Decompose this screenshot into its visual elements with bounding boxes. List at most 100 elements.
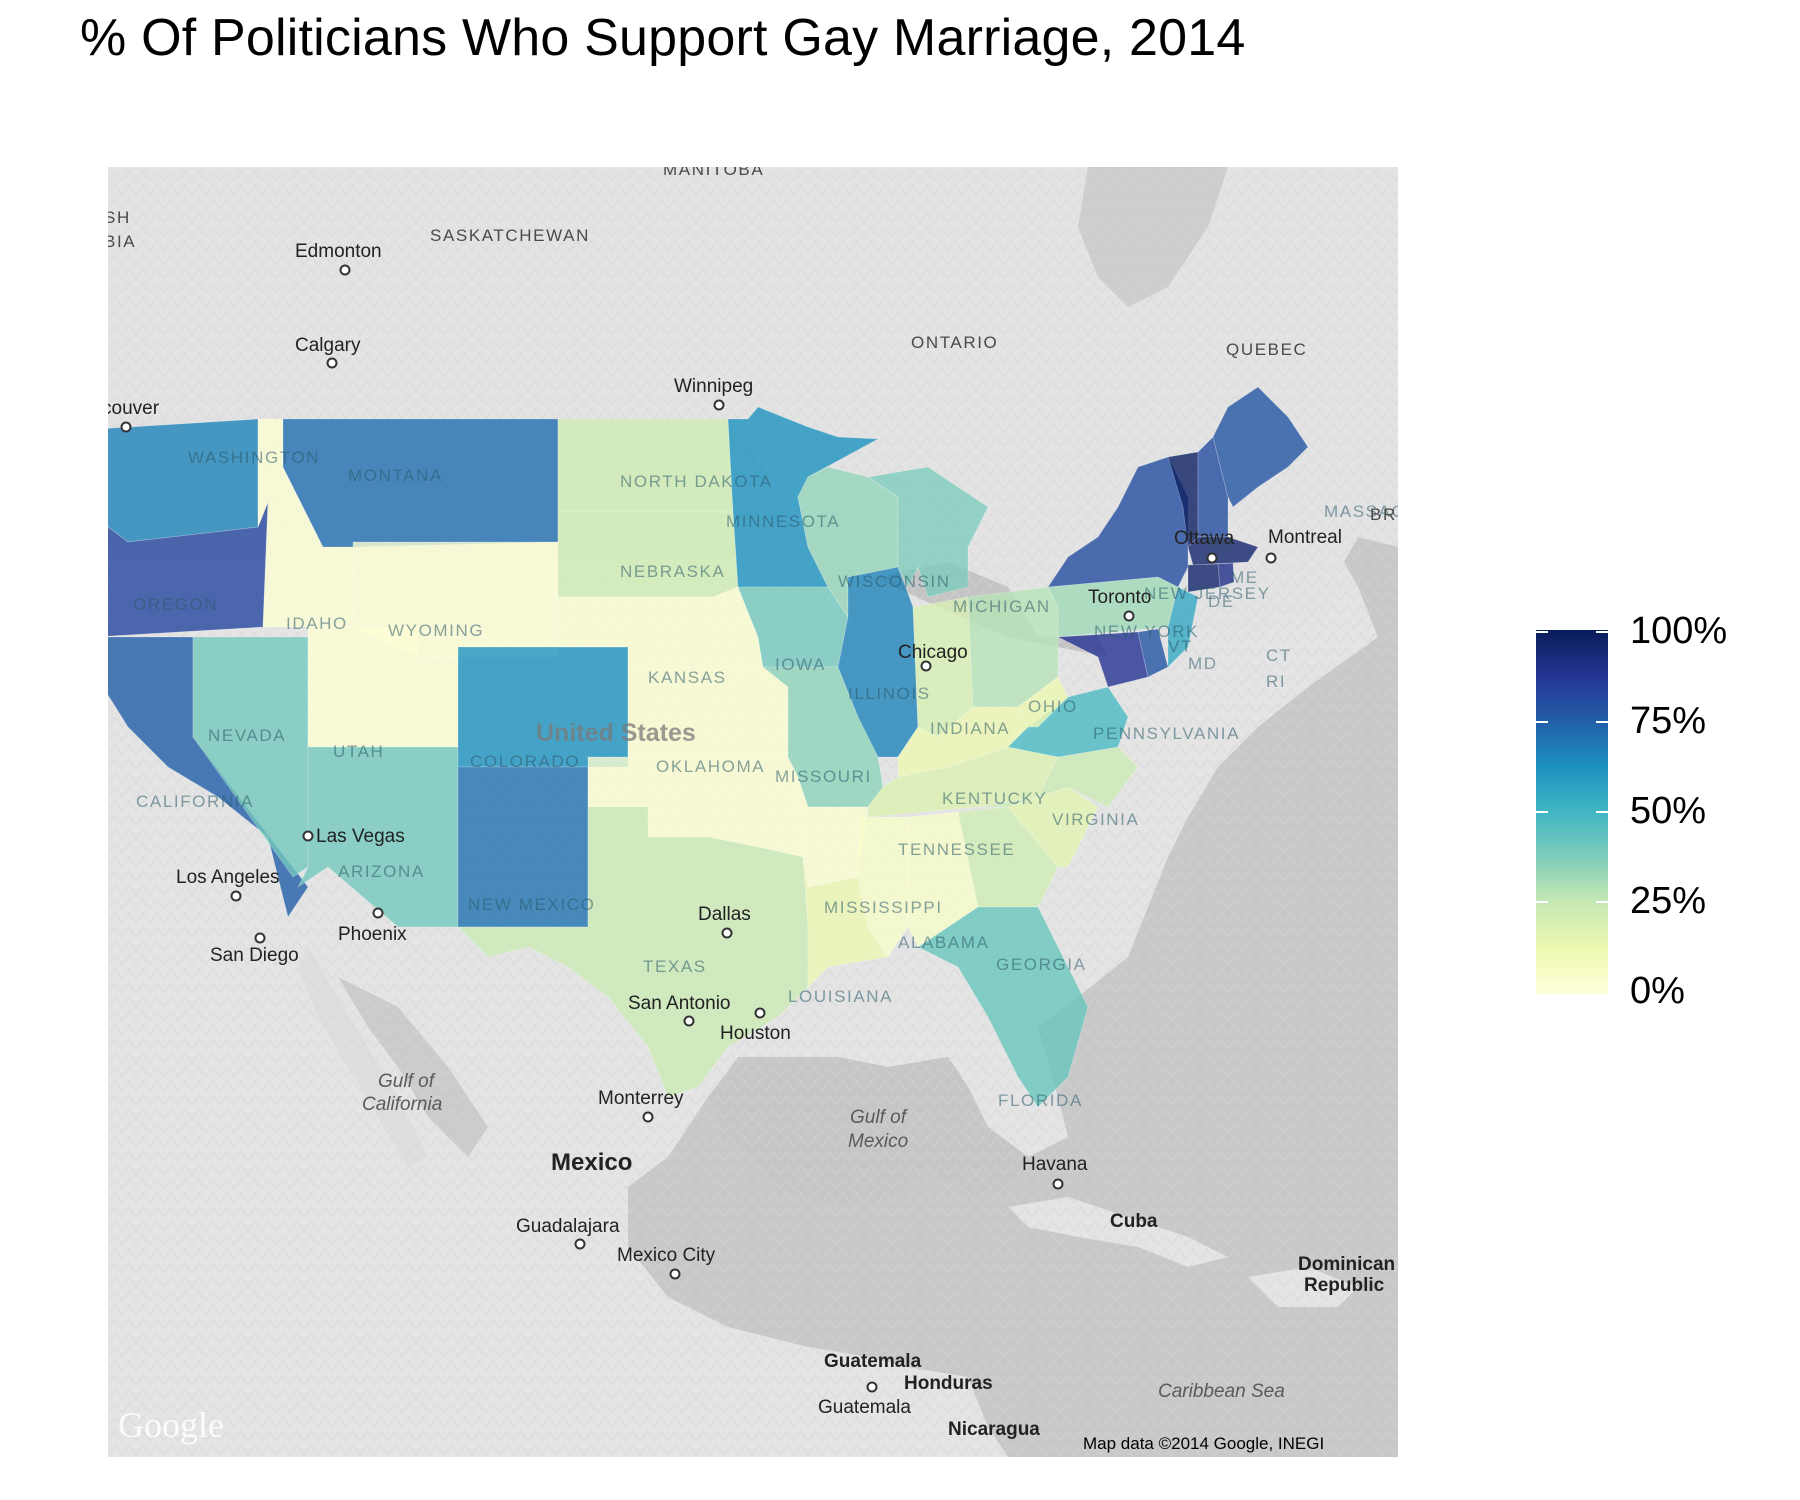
state-label: MISSISSIPPI [824,898,943,917]
state-label: NEW JERSEY [1144,584,1271,603]
state-shape-illinois[interactable] [837,566,919,758]
city-dot[interactable] [1265,552,1277,564]
state-label: ME [1230,568,1259,587]
city-dot[interactable] [254,932,266,944]
state-label: NH [1206,534,1234,553]
state-label: CALIFORNIA [136,792,254,811]
state-shape-maryland[interactable] [1056,631,1149,688]
country-labels: United States Mexico Cuba Dominican Repu… [536,719,1395,1440]
state-shape-rhode-island[interactable] [1217,562,1235,588]
state-shape-new-jersey[interactable] [1167,586,1199,668]
country-label: Dominican [1298,1254,1395,1275]
state-label: TENNESSEE [898,840,1015,859]
city-dot[interactable] [642,1111,654,1123]
state-shape-colorado[interactable] [457,646,629,768]
state-label: CT [1266,646,1292,665]
state-shape-washington[interactable] [108,418,259,543]
city-dot[interactable] [920,660,932,672]
city-dot[interactable] [326,357,338,369]
legend-tick-label: 100% [1630,610,1728,652]
city-label: Ottawa [1174,528,1235,549]
map-attribution: Map data ©2014 Google, INEGI [1083,1434,1324,1453]
country-label: Guatemala [824,1351,922,1372]
state-shape-florida[interactable] [917,906,1089,1108]
city-dot[interactable] [120,421,132,433]
city-dot[interactable] [683,1015,695,1027]
state-label: MICHIGAN [953,597,1051,616]
state-label: ARIZONA [338,862,425,881]
state-label: VIRGINIA [1052,810,1139,829]
city-label: Edmonton [295,241,382,262]
city-dot[interactable] [230,890,242,902]
city-dot[interactable] [669,1268,681,1280]
state-label: OREGON [133,595,218,614]
city-label: Los Angeles [176,867,280,888]
state-shape-delaware[interactable] [1137,628,1169,678]
map-canvas[interactable]: WASHINGTON OREGON CALIFORNIA NEVADA IDAH… [108,167,1398,1457]
state-shape-new-hampshire[interactable] [1197,436,1229,538]
state-label: WASHINGTON [188,448,320,467]
city-dot[interactable] [754,1007,766,1019]
city-label: Houston [720,1023,791,1044]
region-labels: MANITOBA SASKATCHEWAN ONTARIO QUEBEC SH … [108,167,1397,524]
state-label: OHIO [1028,697,1078,716]
state-shape-texas[interactable] [457,806,809,1098]
city-dot[interactable] [721,927,733,939]
city-dot[interactable] [339,264,351,276]
state-label: UTAH [333,742,384,761]
state-shape-west-virginia[interactable] [1017,676,1069,728]
city-label: Guadalajara [516,1216,620,1237]
state-label: PENNSYLVANIA [1093,724,1240,743]
country-label: United States [536,719,696,747]
map-panel[interactable]: WASHINGTON OREGON CALIFORNIA NEVADA IDAH… [108,167,1398,1457]
city-label: Chicago [898,642,968,663]
state-label: NORTH DAKOTA [620,472,773,491]
city-label: Mexico City [617,1245,716,1266]
country-label: Republic [1304,1275,1385,1296]
state-label: LOUISIANA [788,987,893,1006]
city-dot[interactable] [1052,1178,1064,1190]
water-label: Caribbean Sea [1158,1381,1285,1402]
state-shape-north-carolina[interactable] [977,746,1139,808]
city-label: couver [108,398,160,419]
state-label: TEXAS [643,957,707,976]
region-label: MANITOBA [663,167,764,179]
city-dot[interactable] [302,830,314,842]
country-label: Honduras [904,1373,993,1394]
state-shape-maine[interactable] [1212,386,1309,508]
state-label: VT [1168,637,1193,656]
state-label: ILLINOIS [848,684,931,703]
water-label: California [362,1094,442,1115]
state-labels: WASHINGTON OREGON CALIFORNIA NEVADA IDAH… [133,448,1398,1110]
state-label: IOWA [775,655,826,674]
state-shape-north-dakota[interactable] [557,418,734,513]
state-label: WISCONSIN [838,572,951,591]
city-dot[interactable] [713,399,725,411]
country-label: Cuba [1110,1211,1158,1232]
region-label: SH [108,208,131,227]
city-label: Las Vegas [316,826,405,847]
city-label: San Antonio [628,993,730,1014]
google-logo: Google [118,1405,224,1445]
state-label: MISSOURI [775,767,872,786]
city-dot[interactable] [1123,610,1135,622]
region-label: QUEBEC [1226,340,1307,359]
state-label: KENTUCKY [942,789,1047,808]
city-dot[interactable] [866,1381,878,1393]
state-shape-south-dakota[interactable] [557,511,739,598]
city-dot[interactable] [574,1238,586,1250]
city-label: Phoenix [338,924,407,945]
city-dot[interactable] [1206,552,1218,564]
city-markers [120,264,1277,1393]
state-shape-michigan[interactable] [866,466,989,598]
state-label: RI [1266,672,1286,691]
state-shape-nevada[interactable] [192,636,309,878]
page-title: % Of Politicians Who Support Gay Marriag… [80,9,1246,67]
city-dot[interactable] [372,907,384,919]
state-label: MASSACHUSETTS [1324,502,1398,521]
region-label: BR [1370,505,1397,524]
city-label: Guatemala [818,1397,911,1418]
region-label: SASKATCHEWAN [430,226,590,245]
state-label: OKLAHOMA [656,757,765,776]
city-labels: Edmonton Calgary couver Winnipeg Ottawa … [108,241,1342,1418]
